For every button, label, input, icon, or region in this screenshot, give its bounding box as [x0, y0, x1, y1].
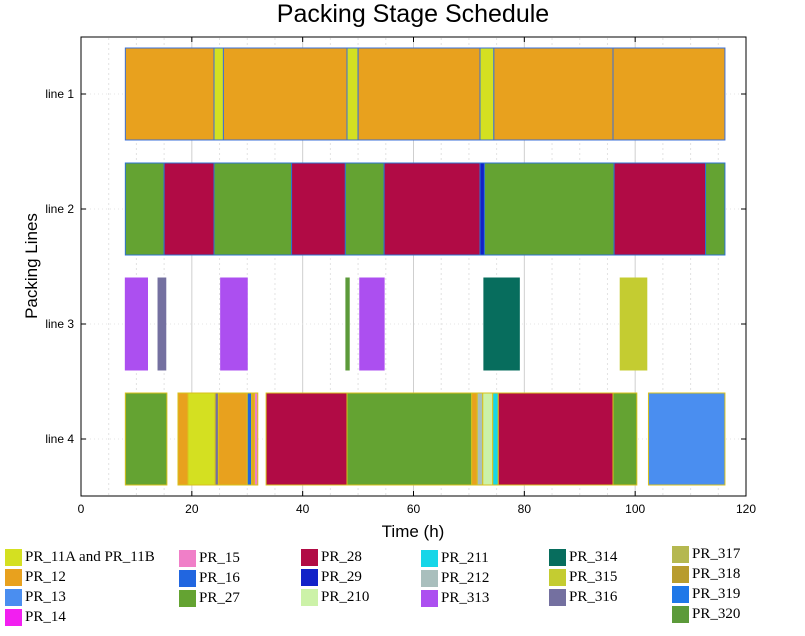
- task-bar: line 2: PR_29 (72–72.8 h): [479, 162, 485, 256]
- legend-label: PR_316: [569, 589, 618, 605]
- task-bar: line 2: PR_27 (112.7–116.2 h): [705, 162, 726, 256]
- task-bar: line 3: PR_313 (50.3–54.7 h): [359, 277, 385, 371]
- task-bar: line 4: PR_210 (72.5–74.3 h): [482, 392, 494, 486]
- y-tick-label: line 3: [45, 317, 74, 331]
- legend-swatch: [672, 566, 689, 583]
- legend-swatch: [179, 550, 196, 567]
- legend-swatch: [421, 550, 438, 567]
- task-bar: line 1: PR_11A and PR_11B (24–25.7 h): [213, 47, 224, 141]
- legend-swatch: [179, 570, 196, 587]
- legend-swatch: [672, 606, 689, 623]
- legend-label: PR_315: [569, 569, 618, 585]
- legend-label: PR_11A and PR_11B: [25, 549, 155, 565]
- legend-label: PR_15: [199, 550, 240, 566]
- legend-label: PR_320: [692, 606, 741, 622]
- x-tick-label: 0: [78, 502, 85, 516]
- task-bar: line 1: PR_11A and PR_11B (72–74.5 h): [479, 47, 495, 141]
- legend-label: PR_28: [321, 549, 362, 565]
- y-axis-ticks: line 1 line 2 line 3 line 4: [45, 87, 746, 446]
- task-bar: line 2: PR_28 (38–47.7 h): [291, 162, 346, 256]
- task-bar: line 4: PR_28 (33.4–48 h): [265, 392, 348, 486]
- task-bar: line 3: PR_315 (97.3–102.1 h): [619, 277, 648, 371]
- legend-swatch: [5, 589, 22, 606]
- y-axis-label: Packing Lines: [22, 213, 41, 319]
- legend-swatch: [301, 569, 318, 586]
- legend-swatch: [5, 569, 22, 586]
- legend-swatch: [549, 589, 566, 606]
- legend-swatch: [672, 586, 689, 603]
- legend-label: PR_210: [321, 589, 370, 605]
- x-axis-ticks: 0 20 40 60 80 100 120: [78, 37, 756, 516]
- task-bar: line 2: PR_27 (47.7–54.7 h): [344, 162, 385, 256]
- legend-swatch: [179, 590, 196, 607]
- task-bar: line 3: PR_313 (25.2–30 h): [220, 277, 248, 371]
- chart-title: Packing Stage Schedule: [277, 0, 549, 28]
- legend-swatch: [301, 549, 318, 566]
- task-bar: line 2: PR_28 (54.7–72 h): [383, 162, 481, 256]
- x-tick-label: 60: [407, 502, 421, 516]
- legend-label: PR_317: [692, 546, 741, 562]
- legend-swatch: [549, 549, 566, 566]
- task-bar: line 4: PR_212 (71.5–72.5 h): [476, 392, 484, 486]
- task-bar: line 1: PR_12 (96–116.2 h): [612, 47, 726, 141]
- legend-label: PR_319: [692, 586, 741, 602]
- legend-label: PR_211: [441, 550, 489, 566]
- legend-label: PR_12: [25, 569, 66, 585]
- task-bar: line 4: PR_12 (24.8–30 h): [217, 392, 248, 486]
- task-bar: line 4: PR_12 (17.5–19.3 h): [177, 392, 189, 486]
- task-bar: line 4: PR_11A and PR_11B (19.3–24.2 h): [187, 392, 216, 486]
- x-tick-label: 100: [625, 502, 645, 516]
- legend-swatch: [421, 590, 438, 607]
- x-axis-label: Time (h): [382, 522, 445, 541]
- legend-label: PR_313: [441, 590, 490, 606]
- task-bar: line 1: PR_11A and PR_11B (48–50 h): [346, 47, 359, 141]
- task-bar: line 4: PR_15 (31.3–31.9 h): [253, 392, 259, 486]
- legend-label: PR_16: [199, 570, 240, 586]
- legend-label: PR_13: [25, 589, 66, 605]
- task-bar: line 4: PR_27 (8–15.5 h): [124, 392, 168, 486]
- task-bar: line 2: PR_27 (24–38 h): [213, 162, 293, 256]
- legend-label: PR_212: [441, 570, 490, 586]
- task-bar: line 1: PR_12 (74.5–96 h): [493, 47, 614, 141]
- task-bar: line 3: PR_320 (47.8–48.4 h): [345, 277, 350, 371]
- y-tick-label: line 2: [45, 202, 74, 216]
- legend-swatch: [421, 570, 438, 587]
- x-tick-label: 40: [296, 502, 310, 516]
- task-bar: line 3: PR_313 (8–12 h): [124, 277, 149, 371]
- task-bar: line 1: PR_12 (25.7–48 h): [222, 47, 348, 141]
- task-bars: line 1: PR_12 (8–24 h)line 1: PR_11A and…: [124, 47, 726, 486]
- legend-label: PR_14: [25, 609, 66, 625]
- y-tick-label: line 4: [45, 432, 74, 446]
- legend-swatch: [5, 609, 22, 626]
- x-tick-label: 20: [185, 502, 199, 516]
- task-bar: line 4: PR_28 (75.3–96 h): [497, 392, 614, 486]
- task-bar: line 1: PR_12 (50–72 h): [357, 47, 481, 141]
- y-tick-label: line 1: [45, 87, 74, 101]
- task-bar: line 2: PR_27 (8–15 h): [124, 162, 165, 256]
- legend-label: PR_314: [569, 549, 618, 565]
- legend-swatch: [301, 589, 318, 606]
- legend-swatch: [549, 569, 566, 586]
- legend-label: PR_29: [321, 569, 362, 585]
- task-bar: line 4: PR_16 (30–30.8 h): [246, 392, 253, 486]
- legend-label: PR_27: [199, 590, 240, 606]
- task-bar: line 4: PR_211 (74.3–75.3 h): [492, 392, 499, 486]
- legend-label: PR_318: [692, 566, 741, 582]
- task-bar: line 4: PR_13 (102.4–116.2 h): [647, 392, 726, 486]
- legend-swatch: [5, 549, 22, 566]
- legend-swatch: [672, 546, 689, 563]
- task-bar: line 4: PR_27 (96–100.3 h): [612, 392, 638, 486]
- task-bar: line 2: PR_28 (96.2–112.7 h): [613, 162, 707, 256]
- task-bar: line 3: PR_314 (72.7–79.1 h): [483, 277, 520, 371]
- task-bar: line 2: PR_27 (72.8–96.2 h): [483, 162, 615, 256]
- task-bar: line 4: PR_27 (48–70.5 h): [346, 392, 473, 486]
- x-tick-label: 80: [518, 502, 532, 516]
- task-bar: line 1: PR_12 (8–24 h): [124, 47, 215, 141]
- task-bar: line 3: PR_316 (13.9–15.3 h): [157, 277, 167, 371]
- task-bar: line 4: PR_12 (70.5–71.5 h): [471, 392, 478, 486]
- task-bar: line 2: PR_28 (15–24 h): [163, 162, 215, 256]
- x-tick-label: 120: [736, 502, 756, 516]
